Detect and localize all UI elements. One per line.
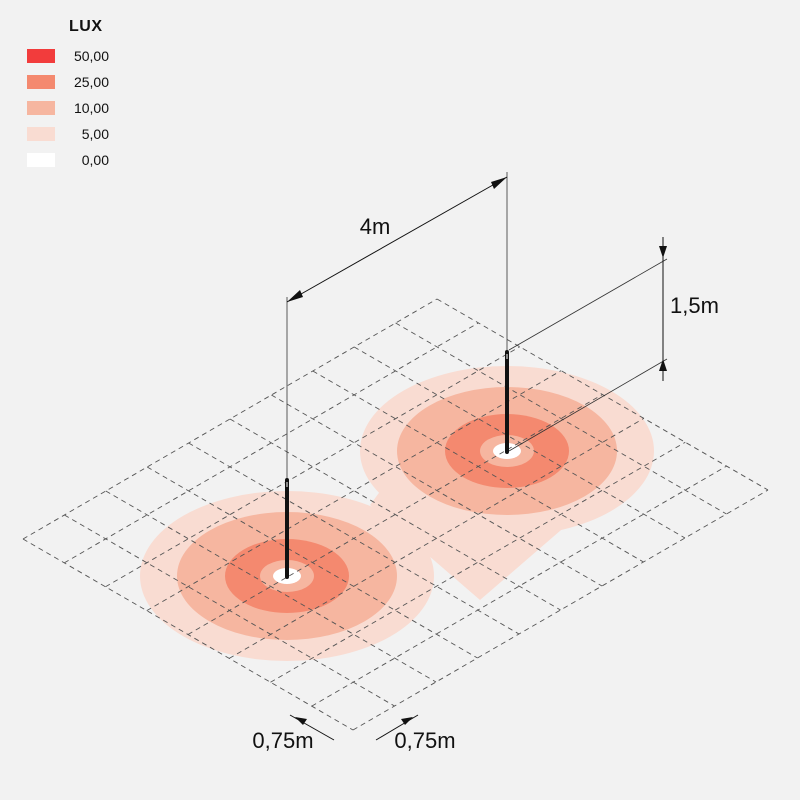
grid-line [311, 465, 727, 707]
legend-swatch [27, 153, 55, 167]
legend-value: 10,00 [73, 100, 109, 116]
grid-line [64, 322, 479, 564]
legend-title: LUX [69, 18, 103, 35]
legend-swatch [27, 101, 55, 115]
legend-value: 50,00 [73, 48, 109, 64]
legend: LUX 50,00 25,00 10,00 5,00 0,00 [27, 18, 109, 173]
grid-line [187, 394, 603, 635]
grid-line [271, 394, 603, 587]
legend-rows: 50,00 25,00 10,00 5,00 0,00 [27, 43, 109, 173]
grid-line [105, 490, 437, 683]
grid-line [146, 370, 562, 612]
legend-item: 5,00 [27, 121, 109, 147]
grid-line [22, 298, 438, 540]
height-arrowhead-bottom [659, 359, 667, 371]
grid-line [229, 418, 561, 611]
height-label: 1,5m [670, 293, 719, 318]
legend-item: 25,00 [27, 69, 109, 95]
height-extension-bottom [508, 358, 668, 452]
spacing-label: 4m [360, 214, 391, 239]
grid-spacing-right-label: 0,75m [394, 728, 455, 753]
floor-grid [22, 298, 769, 731]
grid-line [395, 322, 727, 515]
legend-swatch [27, 127, 55, 141]
grid-line [352, 489, 769, 731]
grid-line [353, 346, 686, 539]
legend-item: 0,00 [27, 147, 109, 173]
legend-swatch [27, 75, 55, 89]
grid-dimension-line-right [375, 714, 419, 741]
light-poles [285, 350, 509, 579]
grid-line [146, 466, 478, 659]
grid-arrowhead-right [401, 717, 413, 725]
dimension-lines [286, 172, 668, 741]
grid-spacing-left-label: 0,75m [252, 728, 313, 753]
grid-arrowhead-left [295, 717, 307, 725]
legend-value: 25,00 [73, 74, 109, 90]
height-arrowhead-top [659, 246, 667, 258]
grid-line [270, 441, 686, 683]
legend-item: 10,00 [27, 95, 109, 121]
legend-item: 50,00 [27, 43, 109, 69]
iso-lux-zones [140, 366, 654, 661]
grid-line [229, 417, 645, 659]
spacing-arrowhead-right [491, 177, 507, 189]
spacing-arrowhead-left [287, 290, 303, 302]
legend-value: 0,00 [81, 152, 109, 168]
legend-value: 5,00 [81, 126, 109, 142]
grid-line [105, 346, 520, 588]
legend-swatch [27, 49, 55, 63]
spacing-dimension-line [286, 176, 508, 303]
height-extension-top [508, 258, 668, 351]
